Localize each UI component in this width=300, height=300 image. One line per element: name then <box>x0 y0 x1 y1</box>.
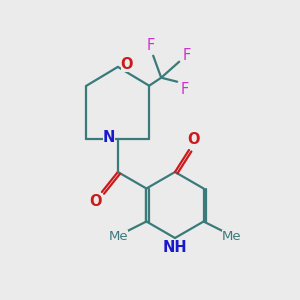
Text: O: O <box>187 133 199 148</box>
Text: NH: NH <box>163 241 187 256</box>
Text: F: F <box>181 82 189 97</box>
Text: Me: Me <box>109 230 128 243</box>
Text: N: N <box>103 130 115 146</box>
Text: Me: Me <box>222 230 242 243</box>
Text: F: F <box>183 48 191 63</box>
Text: O: O <box>121 57 133 72</box>
Text: O: O <box>90 194 102 209</box>
Text: F: F <box>147 38 155 53</box>
